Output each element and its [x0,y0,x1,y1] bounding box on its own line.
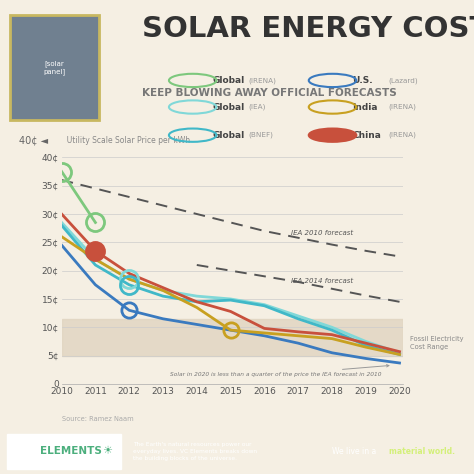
Text: (IRENA): (IRENA) [249,77,276,84]
Text: 40¢ ◄: 40¢ ◄ [19,135,48,145]
Text: IEA 2014 forecast: IEA 2014 forecast [292,278,354,284]
Bar [62,319,403,356]
Text: Fossil Electricity
Cost Range: Fossil Electricity Cost Range [410,336,463,350]
Circle shape [309,128,356,142]
Text: Solar in 2020 is less than a quarter of the price the IEA forecast in 2010: Solar in 2020 is less than a quarter of … [170,365,389,377]
Text: ☀: ☀ [101,447,112,456]
Text: We live in a: We live in a [332,447,378,456]
Text: SOLAR ENERGY COSTS: SOLAR ENERGY COSTS [142,15,474,43]
Text: Source: Ramez Naam: Source: Ramez Naam [62,416,133,422]
Text: ELEMENTS: ELEMENTS [40,447,102,456]
Bar [7,434,121,469]
Text: China: China [352,131,381,140]
Text: (IRENA): (IRENA) [389,132,416,138]
Text: (BNEF): (BNEF) [249,132,273,138]
Text: KEEP BLOWING AWAY OFFICIAL FORECASTS: KEEP BLOWING AWAY OFFICIAL FORECASTS [142,88,397,98]
Text: The Earth's natural resources power our
everyday lives. VC Elements breaks down
: The Earth's natural resources power our … [133,442,257,461]
Text: Global: Global [212,102,245,111]
Text: India: India [352,102,378,111]
Text: IEA 2010 forecast: IEA 2010 forecast [292,230,354,236]
Text: Global: Global [212,76,245,85]
Text: material world.: material world. [389,447,455,456]
Text: Utility Scale Solar Price per kWh: Utility Scale Solar Price per kWh [62,136,190,145]
Text: (Lazard): (Lazard) [389,77,418,84]
Text: (IEA): (IEA) [249,104,266,110]
Text: (IRENA): (IRENA) [389,104,416,110]
Text: U.S.: U.S. [352,76,373,85]
Text: [solar
panel]: [solar panel] [44,60,65,75]
Text: Global: Global [212,131,245,140]
